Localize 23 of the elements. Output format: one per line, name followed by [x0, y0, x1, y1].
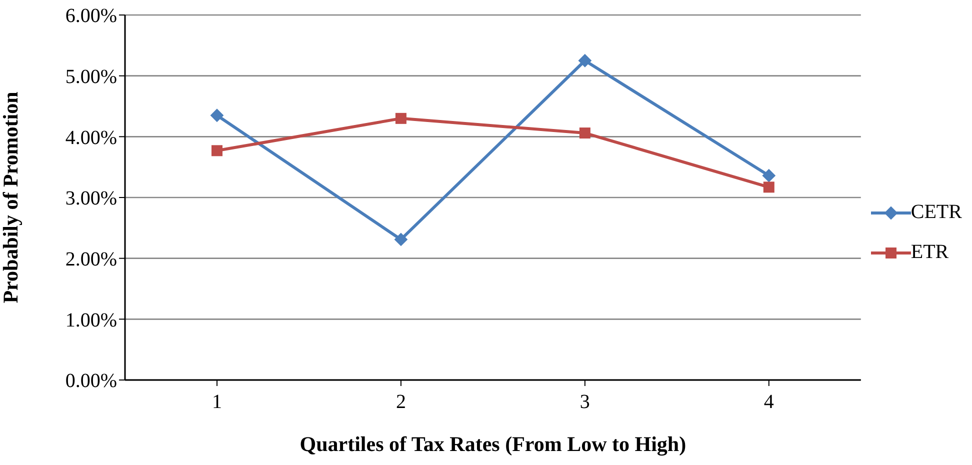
- x-tick-label: 3: [580, 391, 590, 414]
- x-tick-label: 2: [396, 391, 406, 414]
- y-tick-label: 5.00%: [65, 66, 117, 88]
- y-tick-label: 6.00%: [65, 5, 117, 28]
- y-tick-label: 2.00%: [65, 248, 117, 270]
- y-tick-label: 3.00%: [65, 188, 117, 210]
- point: [394, 232, 408, 246]
- y-tick-label: 1.00%: [65, 309, 117, 332]
- legend-label: CETR: [910, 201, 962, 224]
- point: [395, 112, 406, 124]
- point: [210, 108, 224, 122]
- y-axis-title: Probabily of Promotion: [0, 91, 22, 304]
- point: [211, 145, 222, 156]
- point: [579, 128, 590, 139]
- x-tick-label: 4: [764, 391, 774, 414]
- y-tick-label: 0.00%: [65, 370, 117, 392]
- y-tick-label: 4.00%: [65, 126, 117, 149]
- point: [762, 169, 776, 182]
- legend-label: ETR: [910, 241, 949, 264]
- point: [763, 182, 774, 193]
- x-axis-title: Quartiles of Tax Rates (From Low to High): [300, 432, 686, 456]
- x-tick-label: 1: [212, 391, 222, 414]
- point: [578, 54, 592, 68]
